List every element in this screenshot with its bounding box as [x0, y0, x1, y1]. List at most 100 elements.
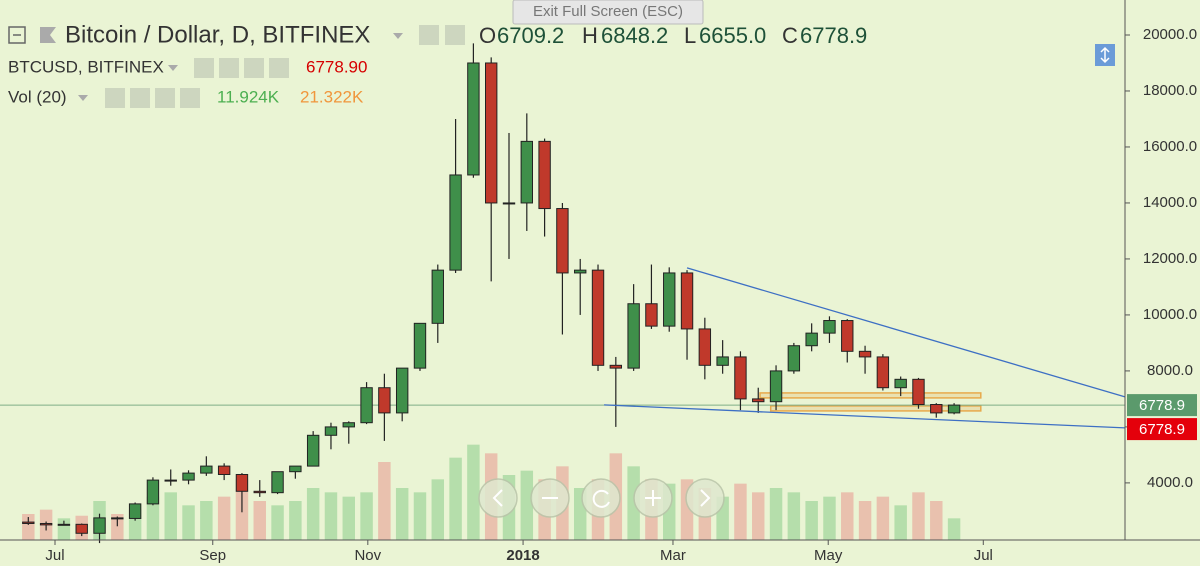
volume-bar	[805, 501, 818, 540]
close-value: 6778.9	[800, 23, 867, 48]
candle-body	[22, 521, 35, 524]
volume-bar	[520, 470, 534, 540]
candle-body	[93, 517, 106, 534]
scroll-right-button[interactable]	[685, 478, 725, 518]
candle-body	[609, 364, 623, 369]
candle-body	[467, 62, 480, 176]
candle-body	[306, 434, 320, 467]
tooltip: Exit Full Screen (ESC)	[533, 3, 683, 20]
icon	[700, 489, 711, 507]
candle-body	[627, 303, 640, 369]
volume-name: Vol (20)	[8, 87, 67, 106]
volume-bar	[217, 496, 231, 540]
icon	[492, 489, 503, 507]
candle-body	[894, 378, 907, 389]
dropdown-icon[interactable]	[168, 65, 178, 71]
trend-line	[686, 267, 1126, 398]
x-tick-label: Nov	[354, 547, 381, 564]
symbol: BTCUSD, BITFINEX	[8, 57, 164, 76]
volume-bar	[22, 514, 35, 540]
candle-body	[947, 404, 961, 414]
add-icon[interactable]	[244, 58, 264, 78]
candle-body	[485, 62, 498, 204]
volume-bar	[146, 496, 160, 540]
zoom-controls	[478, 478, 725, 518]
x-tick-label: May	[814, 547, 843, 564]
volume-bar	[752, 492, 765, 540]
reset-button[interactable]	[581, 478, 621, 518]
remove-icon[interactable]	[269, 58, 289, 78]
volume-value: 11.924K	[217, 87, 280, 106]
volume-bar	[289, 501, 302, 540]
eye-icon[interactable]	[419, 25, 439, 45]
eye-icon[interactable]	[194, 58, 214, 78]
collapse-icon[interactable]	[8, 26, 26, 44]
volume-bar	[787, 492, 801, 540]
volume-bar	[253, 501, 266, 540]
flag-icon[interactable]	[40, 27, 56, 43]
volume-bar	[769, 488, 783, 540]
candle-body	[449, 174, 462, 271]
candle-body	[128, 503, 142, 519]
candle-body	[858, 350, 872, 358]
open-letter: O	[479, 23, 496, 48]
dropdown-icon[interactable]	[393, 33, 403, 39]
candle-body	[289, 465, 302, 473]
remove-icon[interactable]	[180, 88, 200, 108]
candle-body	[769, 370, 783, 403]
icon	[592, 489, 610, 508]
close-letter: C	[782, 23, 798, 48]
eye-icon[interactable]	[105, 88, 125, 108]
gear-icon[interactable]	[445, 25, 465, 45]
volume-bar	[449, 457, 462, 540]
volume-bar	[324, 492, 338, 540]
volume-bar	[627, 466, 640, 540]
volume-bar	[164, 492, 177, 540]
candle-body	[431, 269, 444, 324]
price-label-box	[1127, 418, 1197, 441]
dropdown-icon[interactable]	[78, 95, 88, 101]
x-tick-label: Sep	[199, 547, 226, 564]
volume-bar	[930, 501, 943, 540]
volume-bar	[271, 505, 284, 540]
y-tick-label: 16000.0	[1143, 138, 1197, 155]
candle-body	[538, 140, 551, 210]
zone	[759, 392, 982, 399]
candle-body	[912, 378, 925, 406]
icon	[645, 490, 661, 506]
candle-body	[146, 479, 160, 505]
gear-icon[interactable]	[130, 88, 150, 108]
price-label-box	[1127, 394, 1197, 417]
y-tick-label: 8000.0	[1147, 362, 1193, 379]
y-tick-label: 10000.0	[1143, 306, 1197, 323]
scroll-left-button[interactable]	[478, 478, 518, 518]
candle-body	[574, 269, 587, 274]
tooltip-box	[512, 0, 704, 25]
volume-bar	[431, 479, 445, 540]
volume-bar	[200, 501, 213, 540]
y-tick-label: 20000.0	[1143, 26, 1197, 43]
scale-icon	[1100, 46, 1110, 64]
candle-body	[716, 356, 729, 366]
candle-body	[876, 356, 890, 389]
y-tick-label: 12000.0	[1143, 250, 1197, 267]
candle-body	[591, 269, 605, 366]
candle-body	[360, 387, 373, 424]
volume-bar	[841, 492, 854, 540]
gear-icon[interactable]	[219, 58, 239, 78]
header: Bitcoin / Dollar, D, BITFINEX O 6709.2 H…	[8, 21, 867, 108]
volume-bar	[395, 488, 409, 540]
candle-body	[556, 208, 569, 274]
candle-body	[520, 140, 534, 204]
candle-body	[841, 320, 854, 352]
candle-body	[217, 465, 231, 475]
candle-body	[378, 387, 391, 414]
candle-body	[805, 332, 818, 347]
volume-bar	[858, 501, 872, 540]
x-tick-label: 2018	[506, 547, 539, 564]
candle-body	[752, 398, 765, 403]
symbol-price: 6778.90	[306, 57, 367, 76]
add-icon[interactable]	[155, 88, 175, 108]
